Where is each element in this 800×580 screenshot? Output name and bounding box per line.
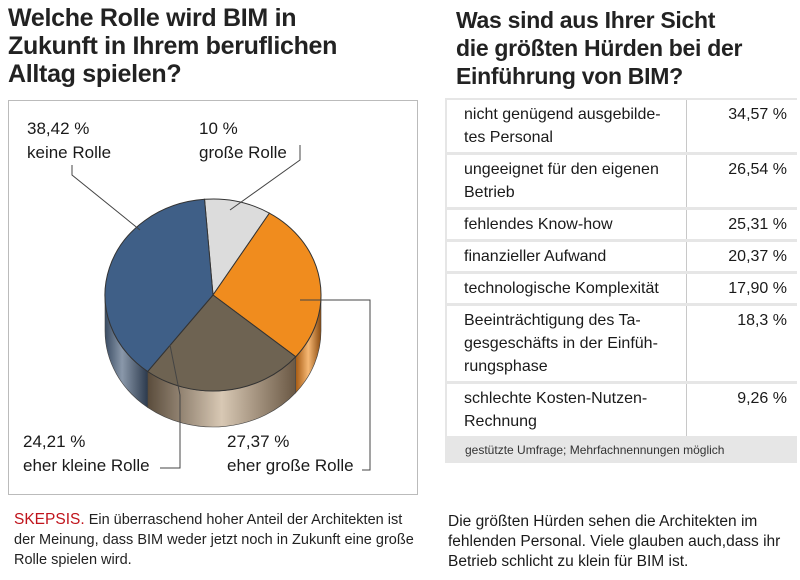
category-label-eher-grosse-rolle: eher große Rolle <box>227 456 354 475</box>
pie-slices <box>104 198 322 392</box>
right-panel: Was sind aus Ihrer Sicht die größten Hür… <box>440 0 800 580</box>
row-label: Beeinträchtigung des Ta- gesgeschäfts in… <box>447 306 687 381</box>
table-row: technologische Komplexität 17,90 % <box>447 274 797 303</box>
label-grosse-rolle: 10 % große Rolle <box>196 117 290 165</box>
pie-chart-title: Welche Rolle wird BIM in Zukunft in Ihre… <box>8 4 338 88</box>
caption-text: Ein überraschend hoher Anteil der Archit… <box>14 512 414 568</box>
leader-line-eher-grosse-rolle <box>300 299 371 471</box>
table-row: finanzieller Aufwand 20,37 % <box>447 242 797 271</box>
leader-line-grosse-rolle <box>229 145 301 211</box>
row-value: 20,37 % <box>687 242 797 271</box>
row-label: fehlendes Know-how <box>447 210 687 239</box>
row-label: ungeeignet für den eigenen Betrieb <box>447 155 687 207</box>
row-label: schlechte Kosten-Nutzen- Rechnung <box>447 384 687 436</box>
row-label: finanzieller Aufwand <box>447 242 687 271</box>
table-row: schlechte Kosten-Nutzen- Rechnung 9,26 % <box>447 384 797 436</box>
table-row: nicht genügend ausgebilde- tes Personal 3… <box>447 100 797 152</box>
pie-caption: SKEPSIS. Ein überraschend hoher Anteil d… <box>14 510 414 570</box>
table-rows: nicht genügend ausgebilde- tes Personal 3… <box>445 100 797 436</box>
row-value: 18,3 % <box>687 306 797 381</box>
leader-line-eher-kleine-rolle <box>160 344 181 469</box>
table-caption: Die größten Hürden sehen die Architekten… <box>448 513 781 570</box>
leader-line-keine-rolle <box>71 165 141 231</box>
leader-lines <box>71 145 371 471</box>
label-keine-rolle: 38,42 % keine Rolle <box>24 117 115 165</box>
table-note: gestützte Umfrage; Mehrfachnennungen mög… <box>445 439 797 463</box>
value-label-grosse-rolle: 10 % <box>199 119 238 138</box>
table-title: Was sind aus Ihrer Sicht die größten Hür… <box>456 7 743 89</box>
pie-chart-frame <box>8 100 418 495</box>
value-label-eher-kleine-rolle: 24,21 % <box>23 432 86 451</box>
left-panel: Welche Rolle wird BIM in Zukunft in Ihre… <box>8 4 418 570</box>
value-label-eher-grosse-rolle: 27,37 % <box>227 432 290 451</box>
row-label: nicht genügend ausgebilde- tes Personal <box>447 100 687 152</box>
category-label-keine-rolle: keine Rolle <box>27 143 112 162</box>
table-row: ungeeignet für den eigenen Betrieb 26,54 … <box>447 155 797 207</box>
value-label-keine-rolle: 38,42 % <box>27 119 90 138</box>
caption-keyword: SKEPSIS. <box>14 511 85 528</box>
row-value: 26,54 % <box>687 155 797 207</box>
label-eher-kleine-rolle: 24,21 % eher kleine Rolle <box>20 430 153 478</box>
row-value: 9,26 % <box>687 384 797 436</box>
label-eher-grosse-rolle: 27,37 % eher große Rolle <box>224 430 357 478</box>
hurdles-table: nicht genügend ausgebilde- tes Personal 3… <box>445 98 797 463</box>
category-label-grosse-rolle: große Rolle <box>199 143 287 162</box>
category-label-eher-kleine-rolle: eher kleine Rolle <box>23 456 150 475</box>
table-row: Beeinträchtigung des Ta- gesgeschäfts in… <box>447 306 797 381</box>
table-row: fehlendes Know-how 25,31 % <box>447 210 797 239</box>
row-value: 17,90 % <box>687 274 797 303</box>
pie-slice-eher-grosse-rolle <box>212 212 322 358</box>
pie-slice-eher-kleine-rolle <box>146 294 297 392</box>
pie-slice-keine-rolle <box>104 198 214 373</box>
row-value: 25,31 % <box>687 210 797 239</box>
row-value: 34,57 % <box>687 100 797 152</box>
pie-chart <box>71 145 371 471</box>
row-label: technologische Komplexität <box>447 274 687 303</box>
